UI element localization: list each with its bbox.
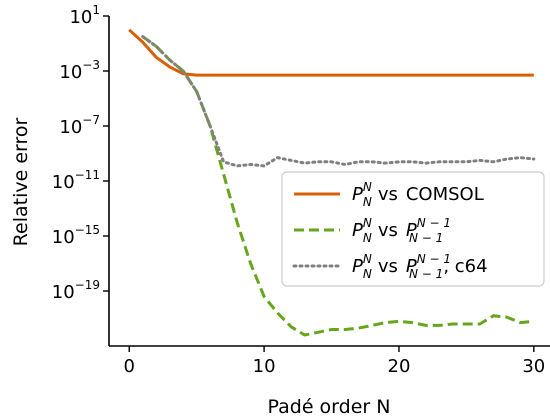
y-axis-label: Relative error [10,117,32,246]
x-tick-label: 20 [388,356,411,377]
series-line-3 [141,35,536,168]
y-tick-label: 10−7 [59,113,100,138]
x-axis-label: Padé order N [268,396,391,418]
x-tick-label: 10 [253,356,276,377]
legend-box [281,171,545,287]
y-tick-label: 10−15 [52,223,100,248]
y-tick-label: 10−3 [59,58,100,83]
y-tick-label: 101 [69,3,100,28]
y-tick-label: 10−19 [52,278,100,303]
series-line-1 [128,28,534,77]
x-tick-label: 0 [124,356,135,377]
y-tick-label: 10−11 [52,168,100,193]
x-tick-label: 30 [522,356,545,377]
